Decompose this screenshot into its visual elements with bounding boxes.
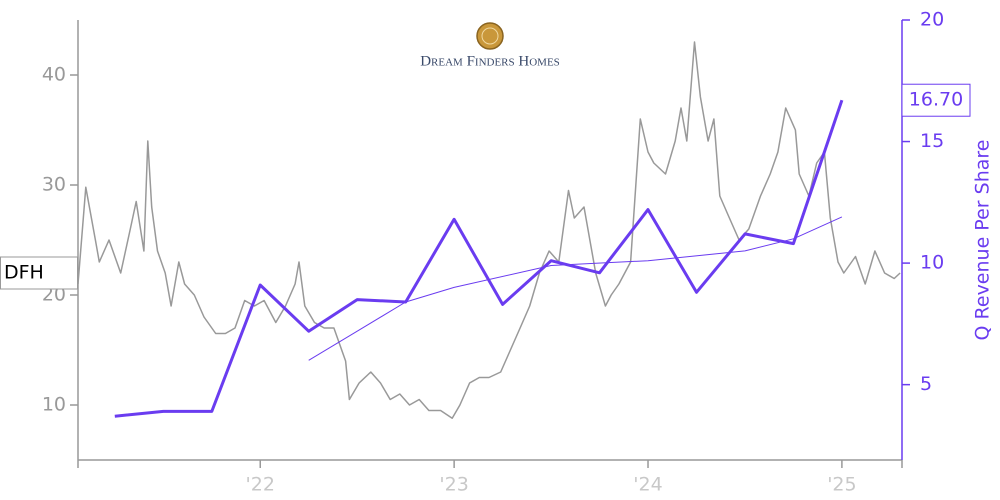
trend-line [308, 216, 843, 361]
x-tick-label: '23 [439, 474, 468, 496]
series-label: DFH [4, 262, 44, 284]
logo-seal [476, 22, 504, 50]
logo: Dream Finders Homes [420, 22, 560, 69]
price-line [77, 41, 901, 419]
value-label-box [901, 83, 971, 117]
x-tick-label: '25 [827, 474, 856, 496]
y-tick-label: 40 [42, 64, 66, 86]
y-tick-label: 30 [42, 174, 66, 196]
y2-tick-label: 15 [920, 130, 944, 152]
y2-axis-label: Q Revenue Per Share [972, 140, 994, 341]
x-tick-label: '24 [633, 474, 662, 496]
x-tick-label: '22 [246, 474, 275, 496]
y2-tick-label: 20 [920, 9, 944, 31]
y2-tick-label: 10 [920, 252, 944, 274]
logo-seal-ring [481, 27, 499, 45]
y2-tick-label: 5 [920, 373, 932, 395]
y-tick-label: 10 [42, 394, 66, 416]
series-label-box [0, 256, 78, 290]
logo-text: Dream Finders Homes [420, 53, 560, 69]
value-label: 16.70 [909, 89, 963, 111]
revenue-line [114, 99, 844, 418]
